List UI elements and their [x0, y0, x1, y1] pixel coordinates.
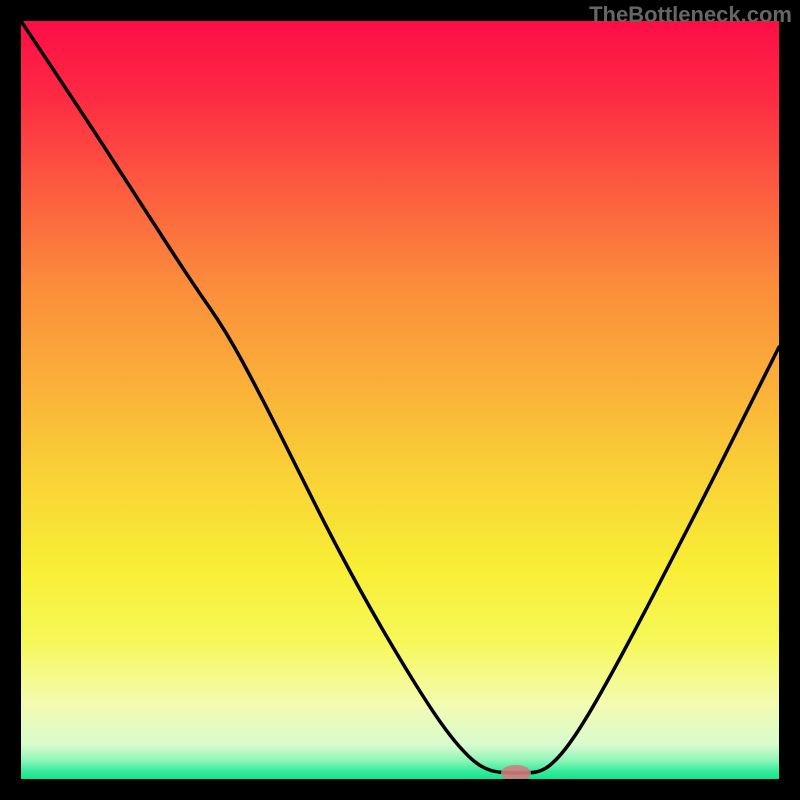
- bottleneck-curve-chart: [21, 21, 779, 779]
- frame-right: [779, 0, 800, 800]
- frame-left: [0, 0, 21, 800]
- gradient-background: [21, 21, 779, 779]
- frame-bottom: [0, 779, 800, 800]
- watermark-text: TheBottleneck.com: [589, 2, 792, 28]
- chart-plot-area: [21, 21, 779, 779]
